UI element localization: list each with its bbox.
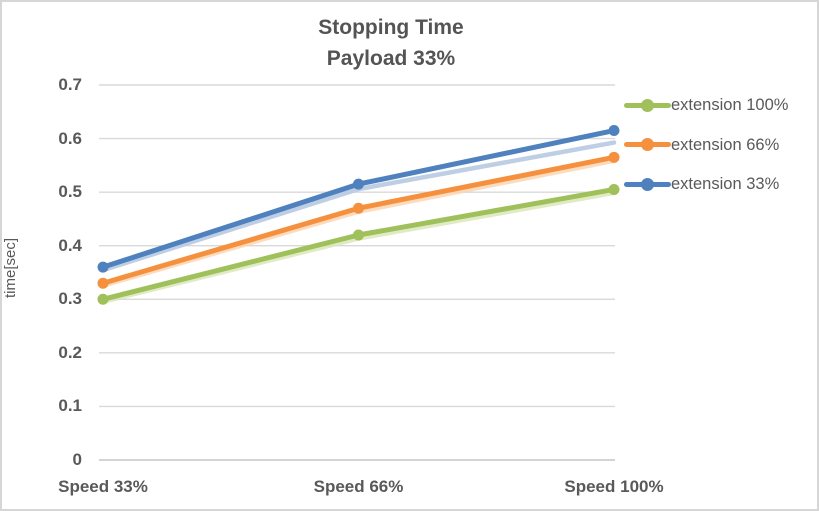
legend-label: extension 33% bbox=[671, 175, 780, 193]
data-point-marker bbox=[97, 261, 109, 273]
data-point-marker bbox=[353, 202, 364, 214]
chart-title-line1: Stopping Time bbox=[318, 16, 464, 39]
legend-item: extension 100% bbox=[624, 94, 788, 116]
legend-label: extension 100% bbox=[671, 96, 789, 114]
legend-item: extension 33% bbox=[624, 173, 779, 195]
legend-label: extension 66% bbox=[671, 135, 780, 154]
x-category-label: Speed 100% bbox=[564, 477, 664, 496]
y-tick-label: 0.3 bbox=[58, 289, 82, 309]
data-point-marker bbox=[97, 277, 109, 289]
y-tick-label: 0.2 bbox=[58, 342, 82, 362]
y-tick-label: 0.6 bbox=[58, 128, 82, 148]
chart-title: Stopping Time Payload 33% bbox=[2, 12, 780, 74]
y-tick-label: 0 bbox=[72, 450, 82, 469]
data-point-marker bbox=[608, 125, 620, 137]
data-point-marker bbox=[97, 293, 109, 305]
data-point-marker bbox=[608, 151, 620, 163]
y-tick-label: 0.5 bbox=[58, 182, 82, 202]
legend-line-marker-icon bbox=[624, 94, 671, 116]
y-tick-label: 0.4 bbox=[58, 235, 82, 255]
x-category-label: Speed 33% bbox=[58, 477, 148, 496]
data-point-marker bbox=[353, 178, 364, 190]
y-tick-label: 0.1 bbox=[58, 396, 82, 416]
data-point-marker bbox=[608, 183, 620, 195]
legend-line-marker-icon bbox=[624, 173, 671, 195]
x-category-label: Speed 66% bbox=[313, 477, 404, 496]
data-point-marker bbox=[353, 229, 364, 241]
y-tick-label: 0.7 bbox=[58, 75, 82, 94]
legend-line-marker-icon bbox=[624, 134, 671, 156]
chart-title-line2: Payload 33% bbox=[326, 47, 456, 70]
legend-item: extension 66% bbox=[624, 134, 779, 156]
